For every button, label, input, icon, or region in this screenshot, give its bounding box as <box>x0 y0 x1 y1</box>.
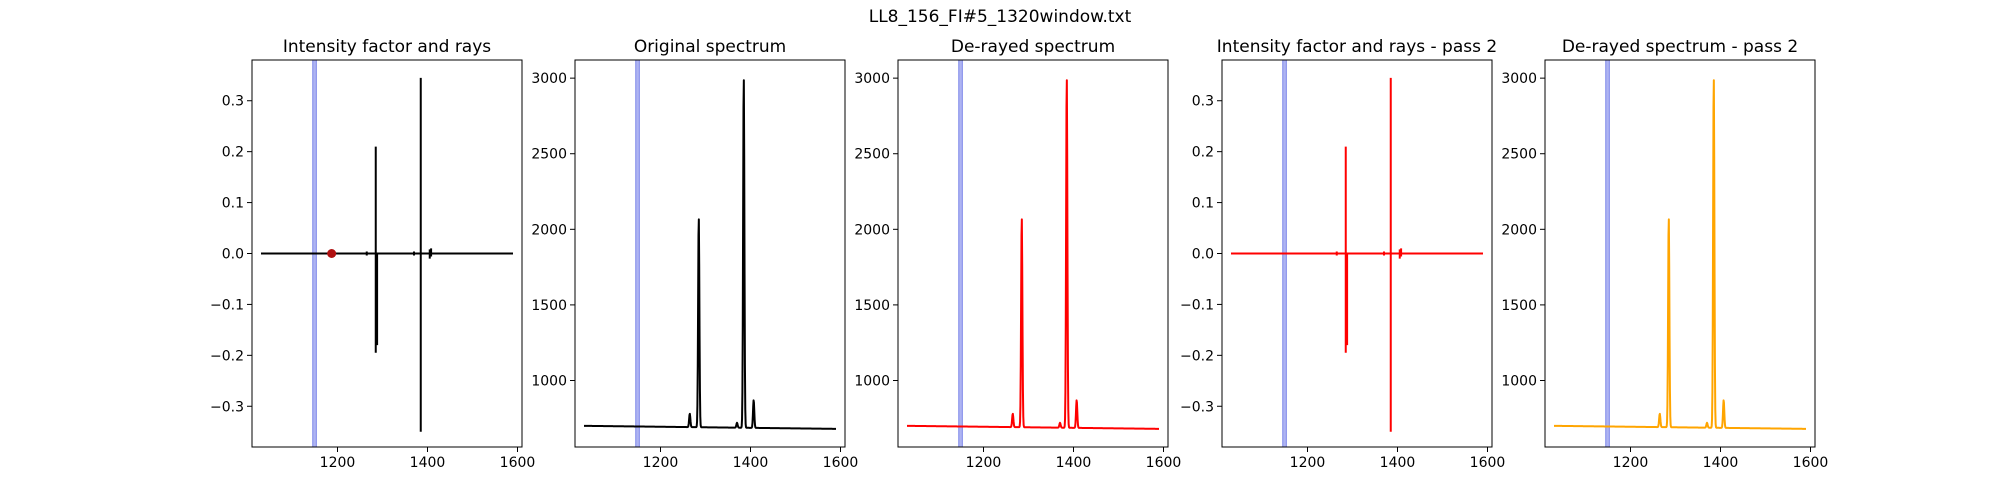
series-line <box>906 79 1160 430</box>
y-tick-label: −0.3 <box>1180 399 1214 415</box>
x-tick-label: 1600 <box>823 455 859 471</box>
x-tick-label: 1200 <box>320 455 356 471</box>
subplot-grid: 1200 1400 1600 −0.3 −0.2 −0.1 0.0 0.1 0.2 0.3 Inte… <box>210 37 1828 471</box>
x-tick-label: 1400 <box>1380 455 1416 471</box>
x-tick-label: 1200 <box>1613 455 1649 471</box>
y-tick-label: 2000 <box>531 222 567 238</box>
y-tick-label: 2500 <box>854 147 890 163</box>
y-tick-label: 2000 <box>854 222 890 238</box>
subplot-2: 1200 1400 1600 1000 1500 2000 2500 3000 Original… <box>531 37 858 471</box>
subplot-1: 1200 1400 1600 −0.3 −0.2 −0.1 0.0 0.1 0.2 0.3 Inte… <box>210 37 535 471</box>
y-tick-label: 0.3 <box>222 94 244 110</box>
series-line <box>583 79 837 430</box>
y-tick-label: 0.0 <box>1192 247 1214 263</box>
y-tick-label: −0.3 <box>210 399 244 415</box>
x-tick-label: 1600 <box>1793 455 1829 471</box>
y-tick-label: 3000 <box>531 71 567 87</box>
subplot-title: Intensity factor and rays <box>283 37 491 57</box>
subplot-3: 1200 1400 1600 1000 1500 2000 2500 3000 De-rayed… <box>854 37 1181 471</box>
x-tick-label: 1600 <box>500 455 536 471</box>
window-band <box>635 59 640 448</box>
y-tick-label: −0.2 <box>210 348 244 364</box>
subplot-title: De-rayed spectrum - pass 2 <box>1562 37 1798 57</box>
y-tick-label: 0.0 <box>222 247 244 263</box>
y-tick-label: 1000 <box>854 373 890 389</box>
subplot-title: Intensity factor and rays - pass 2 <box>1217 37 1497 57</box>
subplot-5: 1200 1400 1600 1000 1500 2000 2500 3000 De-rayed… <box>1501 37 1828 471</box>
y-tick-label: −0.2 <box>1180 348 1214 364</box>
x-tick-label: 1400 <box>733 455 769 471</box>
y-tick-label: 3000 <box>1501 71 1537 87</box>
y-tick-label: 2000 <box>1501 222 1537 238</box>
window-band <box>1605 59 1610 448</box>
y-tick-label: −0.1 <box>210 297 244 313</box>
series-line <box>1231 77 1483 432</box>
y-tick-label: 1500 <box>854 298 890 314</box>
subplot-title: De-rayed spectrum <box>951 37 1115 57</box>
y-tick-label: 0.1 <box>222 196 244 212</box>
x-tick-label: 1600 <box>1146 455 1182 471</box>
axes-frame <box>574 59 846 448</box>
x-tick-label: 1400 <box>1703 455 1739 471</box>
data-point-marker <box>327 249 337 258</box>
y-tick-label: 2500 <box>531 147 567 163</box>
y-tick-label: 0.2 <box>222 145 244 161</box>
axes-frame <box>1544 59 1816 448</box>
y-tick-label: 1500 <box>531 298 567 314</box>
axes-frame <box>897 59 1169 448</box>
y-tick-label: 2500 <box>1501 147 1537 163</box>
x-tick-label: 1400 <box>1056 455 1092 471</box>
x-tick-label: 1200 <box>643 455 679 471</box>
y-tick-label: 1000 <box>1501 373 1537 389</box>
subplot-4: 1200 1400 1600 −0.3 −0.2 −0.1 0.0 0.1 0.2 0.3 Inte… <box>1180 37 1505 471</box>
series-line <box>261 77 513 432</box>
y-tick-label: 1000 <box>531 373 567 389</box>
y-tick-label: 0.3 <box>1192 94 1214 110</box>
figure-title: LL8_156_FI#5_1320window.txt <box>869 7 1132 27</box>
x-tick-label: 1600 <box>1470 455 1506 471</box>
x-tick-label: 1200 <box>1290 455 1326 471</box>
y-tick-label: 3000 <box>854 71 890 87</box>
y-tick-label: 0.1 <box>1192 196 1214 212</box>
x-tick-label: 1400 <box>410 455 446 471</box>
window-band <box>958 59 963 448</box>
y-tick-label: 0.2 <box>1192 145 1214 161</box>
y-tick-label: 1500 <box>1501 298 1537 314</box>
series-line <box>1553 79 1807 430</box>
x-tick-label: 1200 <box>966 455 1002 471</box>
y-tick-label: −0.1 <box>1180 297 1214 313</box>
subplot-title: Original spectrum <box>634 37 786 57</box>
